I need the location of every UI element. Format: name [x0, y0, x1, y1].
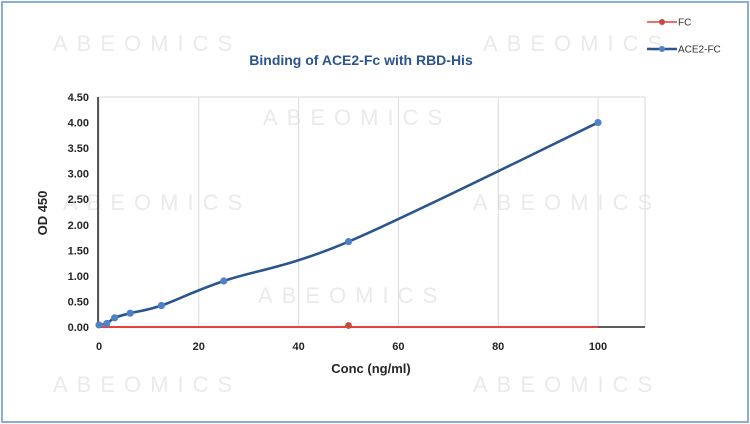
data-point-ace2-fc: [344, 238, 353, 246]
x-tick-label: 20: [193, 341, 205, 353]
x-tick-label: 40: [292, 341, 304, 353]
x-tick-label: 0: [96, 341, 102, 353]
watermark-layer: ABEOMICS ABEOMICS ABEOMICS ABEOMICS ABEOMICS…: [53, 31, 671, 397]
legend-item-fc: FC: [647, 18, 691, 29]
watermark-text: ABEOMICS: [473, 190, 661, 215]
legend-swatch-marker: [659, 46, 665, 52]
data-point-fc: [345, 322, 352, 329]
x-axis-title: Conc (ng/ml): [331, 361, 410, 376]
watermark-text: ABEOMICS: [53, 31, 241, 56]
y-axis-ticks: 0.00 0.50 1.00 1.50 2.00 2.50 3.00 3.50 4.00 4.50: [68, 92, 89, 334]
x-axis-ticks: 0 20 40 60 80 100: [96, 341, 607, 353]
watermark-text: ABEOMICS: [258, 283, 446, 308]
y-axis-title: OD 450: [35, 191, 50, 236]
x-tick-label: 80: [492, 341, 504, 353]
data-point-ace2-fc: [157, 301, 165, 310]
data-point-ace2-fc: [103, 319, 111, 328]
y-tick-label: 2.00: [68, 220, 89, 232]
y-tick-label: 1.00: [68, 271, 89, 283]
y-tick-label: 3.50: [68, 143, 89, 155]
y-tick-label: 4.00: [68, 118, 89, 130]
watermark-text: ABEOMICS: [63, 190, 251, 215]
y-tick-label: 4.50: [68, 92, 89, 104]
data-point-ace2-fc: [111, 314, 119, 322]
y-tick-label: 0.00: [68, 322, 89, 334]
y-tick-label: 1.50: [68, 245, 89, 257]
watermark-text: ABEOMICS: [263, 105, 451, 130]
legend-swatch-marker: [659, 19, 665, 25]
y-tick-label: 3.00: [68, 169, 89, 181]
y-tick-label: 2.50: [68, 194, 89, 206]
grid-lines: [98, 96, 646, 327]
legend-item-ace2-fc: ACE2-FC: [647, 45, 721, 56]
watermark-text: ABEOMICS: [483, 31, 671, 56]
legend: FC ACE2-FC: [647, 18, 721, 56]
watermark-text: ABEOMICS: [53, 372, 241, 397]
series-layer: [95, 118, 602, 329]
legend-label: FC: [678, 18, 691, 29]
x-tick-label: 60: [392, 341, 404, 353]
chart-title: Binding of ACE2-Fc with RBD-His: [249, 52, 473, 68]
data-point-ace2-fc: [220, 277, 228, 285]
watermark-text: ABEOMICS: [473, 372, 661, 397]
legend-label: ACE2-FC: [678, 45, 721, 56]
line-chart: ABEOMICS ABEOMICS ABEOMICS ABEOMICS ABEOMICS…: [35, 18, 721, 398]
data-point-ace2-fc: [126, 309, 134, 317]
y-tick-label: 0.50: [68, 296, 89, 308]
data-point-ace2-fc: [594, 118, 602, 127]
x-tick-label: 100: [589, 341, 607, 353]
data-point-ace2-fc: [95, 321, 103, 329]
